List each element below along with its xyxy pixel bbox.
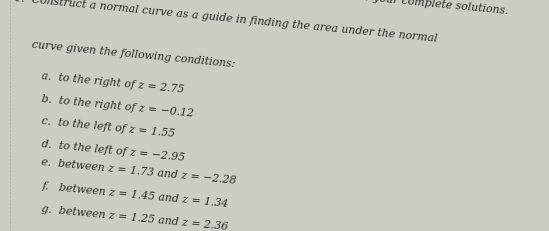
Text: f.   between z = 1.45 and z = 1.34: f. between z = 1.45 and z = 1.34 xyxy=(41,180,228,208)
Text: d.  to the left of z = −2.95: d. to the left of z = −2.95 xyxy=(41,138,186,162)
Text: Solve the following problems and show your complete solutions.: Solve the following problems and show yo… xyxy=(154,0,509,16)
Text: 1.  Construct a normal curve as a guide in finding the area under the normal: 1. Construct a normal curve as a guide i… xyxy=(14,0,438,44)
Text: a.  to the right of z = 2.75: a. to the right of z = 2.75 xyxy=(41,71,184,95)
Text: g.  between z = 1.25 and z = 2.36: g. between z = 1.25 and z = 2.36 xyxy=(41,203,228,231)
Text: c.  to the left of z = 1.55: c. to the left of z = 1.55 xyxy=(41,116,176,139)
Text: e.  between z = 1.73 and z = −2.28: e. between z = 1.73 and z = −2.28 xyxy=(41,156,237,185)
Text: curve given the following conditions:: curve given the following conditions: xyxy=(14,38,236,69)
Text: b.  to the right of z = −0.12: b. to the right of z = −0.12 xyxy=(41,93,194,118)
